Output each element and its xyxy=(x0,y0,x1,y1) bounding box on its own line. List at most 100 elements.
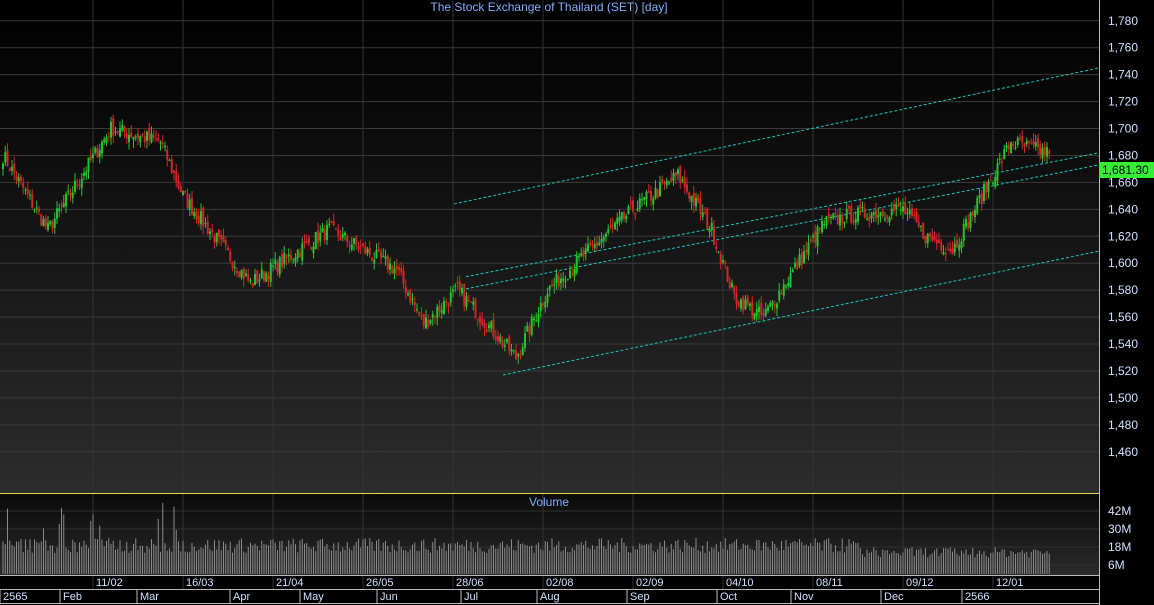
candle-body xyxy=(787,283,790,286)
candle-body xyxy=(643,197,646,200)
candle-body xyxy=(20,177,22,181)
candle-body xyxy=(310,247,313,250)
date-label: 21/04 xyxy=(276,577,304,589)
candle-body xyxy=(1046,147,1048,157)
candle-body xyxy=(1048,150,1051,154)
candle-body xyxy=(992,183,994,185)
candle-body xyxy=(125,133,128,139)
candle-body xyxy=(668,181,670,184)
candle-body xyxy=(150,133,153,143)
candle-body xyxy=(384,256,387,259)
candle-body xyxy=(470,301,472,303)
last-price-label: 1,681.30 xyxy=(1102,163,1149,177)
candle-body xyxy=(335,228,337,230)
candle-body xyxy=(202,207,205,227)
candle-body xyxy=(422,314,425,327)
candle-body xyxy=(42,219,45,226)
candle-body xyxy=(940,242,943,251)
candle-body xyxy=(895,205,898,210)
candle-body xyxy=(539,302,542,311)
candle-body xyxy=(818,227,821,230)
candle-body xyxy=(461,287,463,294)
candle-body xyxy=(879,212,882,216)
candle-body xyxy=(629,202,632,204)
candle-body xyxy=(94,147,97,153)
candle-body xyxy=(596,241,598,246)
candle-body xyxy=(80,178,83,189)
candle-body xyxy=(616,218,619,224)
month-label: Feb xyxy=(63,591,82,603)
candle-body xyxy=(544,301,547,308)
candle-body xyxy=(875,210,877,219)
candle-body xyxy=(195,211,198,219)
candle-body xyxy=(458,280,461,290)
candle-body xyxy=(346,236,349,242)
candle-body xyxy=(908,209,911,215)
candle-body xyxy=(762,313,765,316)
candle-body xyxy=(782,284,785,296)
candle-body xyxy=(749,303,751,307)
candle-body xyxy=(211,229,214,233)
candle-body xyxy=(474,299,477,319)
candle-body xyxy=(501,340,504,347)
candle-body xyxy=(872,211,875,216)
candle-body xyxy=(906,212,909,214)
candle-body xyxy=(854,218,857,224)
candle-body xyxy=(353,238,355,244)
candle-body xyxy=(233,267,236,269)
candle-body xyxy=(47,222,49,230)
candle-body xyxy=(157,138,160,142)
candle-body xyxy=(321,227,324,233)
candle-body xyxy=(812,235,814,238)
candle-body xyxy=(143,136,146,143)
candle-body xyxy=(560,278,562,284)
candle-body xyxy=(647,191,650,193)
candle-body xyxy=(751,302,754,316)
candle-body xyxy=(83,172,85,176)
candle-body xyxy=(209,231,211,234)
candle-body xyxy=(357,245,360,250)
candle-body xyxy=(989,180,992,182)
candle-body xyxy=(62,203,65,208)
candle-body xyxy=(362,243,364,246)
candle-body xyxy=(326,224,328,240)
candle-body xyxy=(339,236,342,241)
candle-body xyxy=(290,255,292,260)
candle-body xyxy=(893,205,895,211)
price-tick-label: 1,480 xyxy=(1108,418,1138,432)
candle-body xyxy=(249,280,252,282)
candle-body xyxy=(389,263,391,270)
candle-body xyxy=(573,268,576,277)
candle-body xyxy=(672,173,675,181)
candle-body xyxy=(1037,138,1039,148)
candle-body xyxy=(314,231,317,250)
candle-body xyxy=(53,218,56,228)
candle-body xyxy=(877,215,880,218)
candle-body xyxy=(454,285,457,287)
candle-body xyxy=(956,239,958,248)
candle-body xyxy=(476,319,479,321)
candle-body xyxy=(728,281,731,289)
candle-body xyxy=(834,212,837,214)
candle-body xyxy=(830,217,832,219)
candle-body xyxy=(962,223,965,241)
candle-body xyxy=(186,193,189,208)
candle-body xyxy=(139,135,142,143)
candle-body xyxy=(1019,138,1021,140)
candle-body xyxy=(841,215,844,223)
candle-body xyxy=(1012,144,1015,146)
candle-body xyxy=(503,345,506,348)
candle-body xyxy=(697,195,700,203)
candle-body xyxy=(1039,144,1042,155)
volume-title: Volume xyxy=(529,495,569,509)
candle-body xyxy=(773,304,776,307)
candle-body xyxy=(557,276,560,287)
candle-body xyxy=(236,270,238,273)
price-tick-label: 1,680 xyxy=(1108,148,1138,162)
candle-body xyxy=(755,308,758,316)
candle-body xyxy=(1023,143,1026,147)
candle-body xyxy=(719,253,722,265)
candle-body xyxy=(312,246,315,254)
candle-body xyxy=(56,208,58,219)
candle-body xyxy=(758,306,760,312)
